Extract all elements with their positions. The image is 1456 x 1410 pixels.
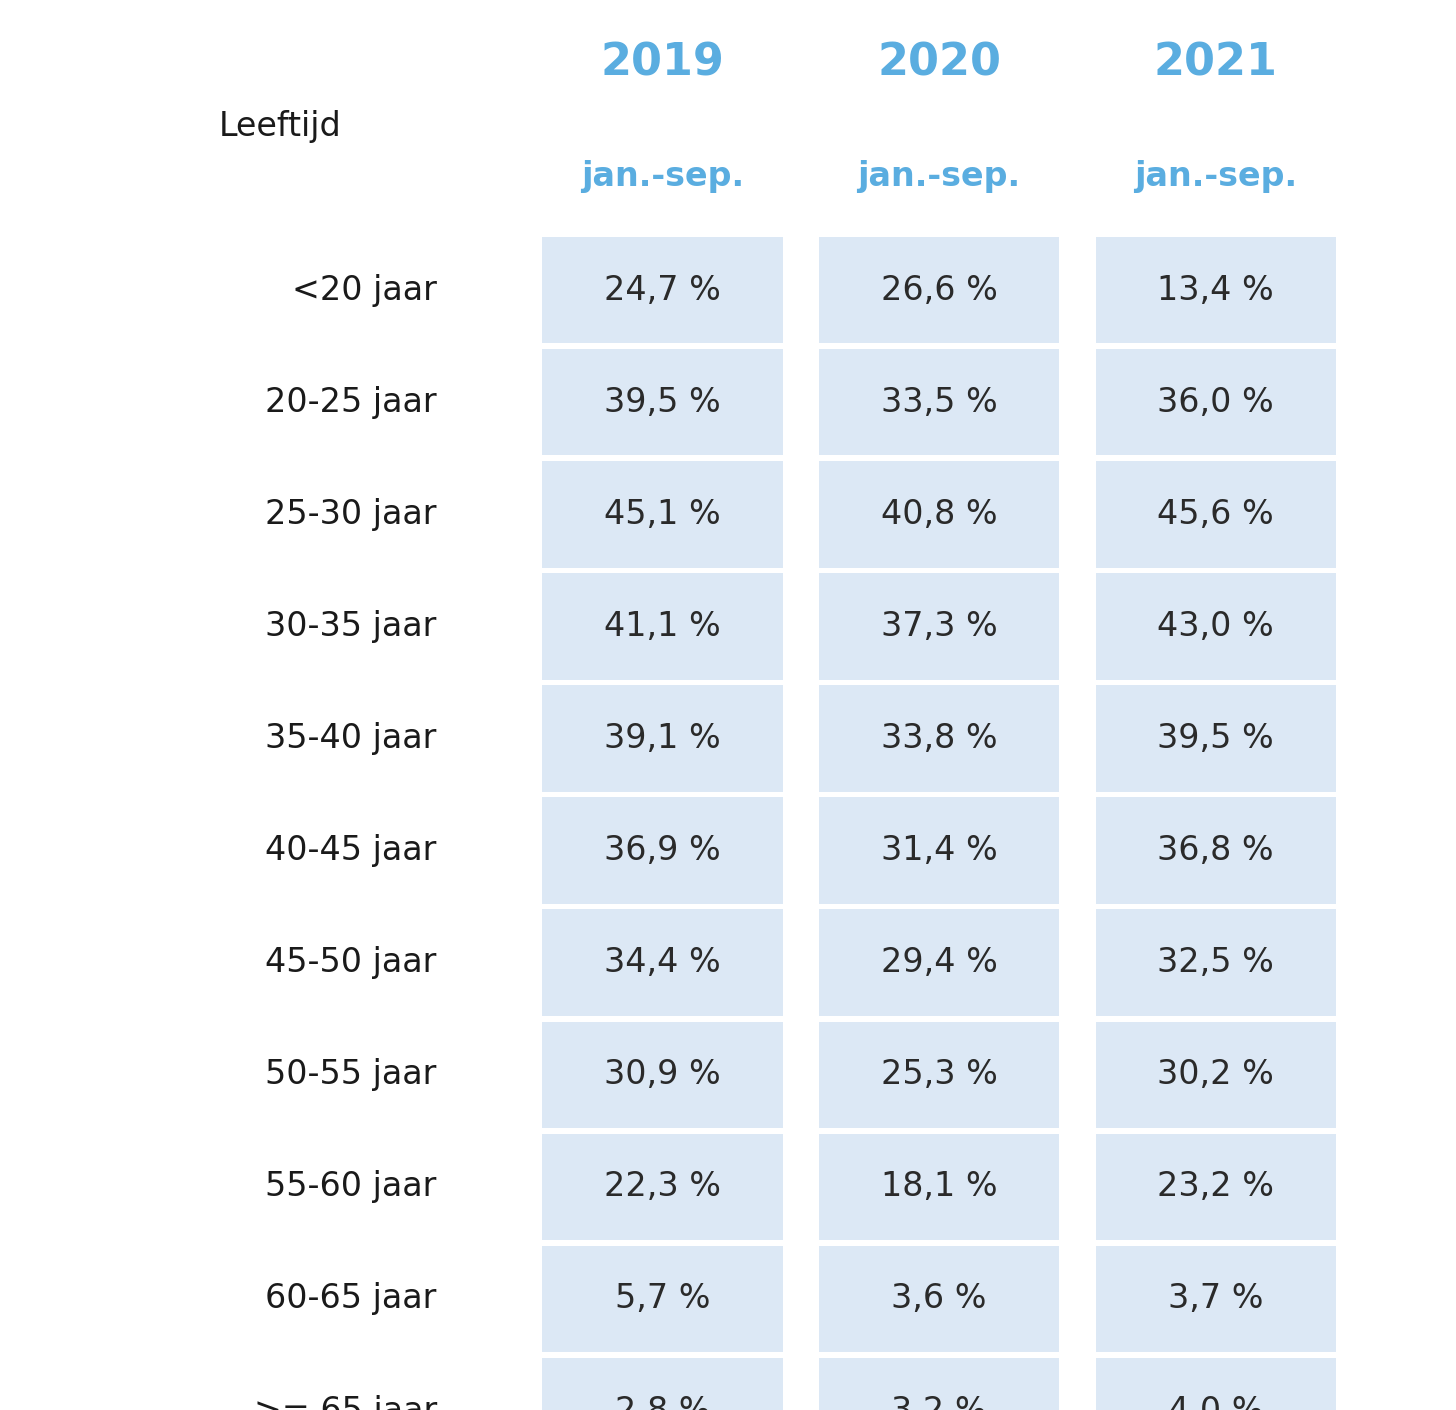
FancyBboxPatch shape — [1095, 798, 1337, 904]
Text: 45,6 %: 45,6 % — [1158, 498, 1274, 530]
Text: 2021: 2021 — [1153, 42, 1278, 85]
FancyBboxPatch shape — [818, 461, 1060, 567]
Text: 55-60 jaar: 55-60 jaar — [265, 1170, 437, 1203]
Text: 41,1 %: 41,1 % — [604, 611, 721, 643]
Text: jan.-sep.: jan.-sep. — [581, 159, 744, 193]
Text: 13,4 %: 13,4 % — [1158, 274, 1274, 306]
Text: 36,9 %: 36,9 % — [604, 835, 721, 867]
Text: jan.-sep.: jan.-sep. — [1134, 159, 1297, 193]
Text: 43,0 %: 43,0 % — [1158, 611, 1274, 643]
Text: 50-55 jaar: 50-55 jaar — [265, 1059, 437, 1091]
Text: 30,9 %: 30,9 % — [604, 1059, 721, 1091]
FancyBboxPatch shape — [1095, 237, 1337, 343]
FancyBboxPatch shape — [818, 909, 1060, 1015]
Text: 32,5 %: 32,5 % — [1158, 946, 1274, 979]
Text: 35-40 jaar: 35-40 jaar — [265, 722, 437, 754]
Text: 40,8 %: 40,8 % — [881, 498, 997, 530]
FancyBboxPatch shape — [543, 572, 783, 680]
Text: 45,1 %: 45,1 % — [604, 498, 721, 530]
Text: 39,1 %: 39,1 % — [604, 722, 721, 754]
FancyBboxPatch shape — [818, 1134, 1060, 1241]
Text: 31,4 %: 31,4 % — [881, 835, 997, 867]
FancyBboxPatch shape — [543, 237, 783, 343]
FancyBboxPatch shape — [818, 572, 1060, 680]
Text: 25,3 %: 25,3 % — [881, 1059, 997, 1091]
Text: 39,5 %: 39,5 % — [1158, 722, 1274, 754]
FancyBboxPatch shape — [543, 1021, 783, 1128]
Text: jan.-sep.: jan.-sep. — [858, 159, 1021, 193]
FancyBboxPatch shape — [1095, 1134, 1337, 1241]
Text: 33,5 %: 33,5 % — [881, 386, 997, 419]
FancyBboxPatch shape — [543, 1246, 783, 1352]
Text: Leeftijd: Leeftijd — [218, 110, 341, 144]
FancyBboxPatch shape — [1095, 461, 1337, 567]
FancyBboxPatch shape — [818, 1358, 1060, 1410]
FancyBboxPatch shape — [543, 1358, 783, 1410]
Text: <20 jaar: <20 jaar — [291, 274, 437, 306]
Text: 40-45 jaar: 40-45 jaar — [265, 835, 437, 867]
Text: 30-35 jaar: 30-35 jaar — [265, 611, 437, 643]
FancyBboxPatch shape — [1095, 1358, 1337, 1410]
Text: 3,7 %: 3,7 % — [1168, 1283, 1264, 1316]
Text: 45-50 jaar: 45-50 jaar — [265, 946, 437, 979]
Text: 3,2 %: 3,2 % — [891, 1394, 987, 1410]
Text: 2,8 %: 2,8 % — [614, 1394, 711, 1410]
FancyBboxPatch shape — [1095, 685, 1337, 792]
FancyBboxPatch shape — [543, 798, 783, 904]
FancyBboxPatch shape — [1095, 572, 1337, 680]
FancyBboxPatch shape — [543, 909, 783, 1015]
Text: 30,2 %: 30,2 % — [1158, 1059, 1274, 1091]
Text: 37,3 %: 37,3 % — [881, 611, 997, 643]
Text: 24,7 %: 24,7 % — [604, 274, 721, 306]
Text: 36,0 %: 36,0 % — [1158, 386, 1274, 419]
Text: 2020: 2020 — [877, 42, 1002, 85]
FancyBboxPatch shape — [818, 685, 1060, 792]
Text: 3,6 %: 3,6 % — [891, 1283, 987, 1316]
Text: 26,6 %: 26,6 % — [881, 274, 997, 306]
Text: 5,7 %: 5,7 % — [614, 1283, 711, 1316]
Text: 22,3 %: 22,3 % — [604, 1170, 721, 1203]
FancyBboxPatch shape — [818, 1021, 1060, 1128]
FancyBboxPatch shape — [818, 798, 1060, 904]
Text: 33,8 %: 33,8 % — [881, 722, 997, 754]
Text: 4,0 %: 4,0 % — [1168, 1394, 1264, 1410]
FancyBboxPatch shape — [1095, 350, 1337, 455]
Text: 25-30 jaar: 25-30 jaar — [265, 498, 437, 530]
Text: 39,5 %: 39,5 % — [604, 386, 721, 419]
FancyBboxPatch shape — [1095, 909, 1337, 1015]
Text: 2019: 2019 — [600, 42, 725, 85]
Text: 23,2 %: 23,2 % — [1158, 1170, 1274, 1203]
Text: 29,4 %: 29,4 % — [881, 946, 997, 979]
FancyBboxPatch shape — [543, 1134, 783, 1241]
Text: 18,1 %: 18,1 % — [881, 1170, 997, 1203]
Text: 36,8 %: 36,8 % — [1158, 835, 1274, 867]
Text: 20-25 jaar: 20-25 jaar — [265, 386, 437, 419]
FancyBboxPatch shape — [818, 350, 1060, 455]
Text: >= 65 jaar: >= 65 jaar — [253, 1394, 437, 1410]
FancyBboxPatch shape — [1095, 1246, 1337, 1352]
FancyBboxPatch shape — [818, 1246, 1060, 1352]
Text: 60-65 jaar: 60-65 jaar — [265, 1283, 437, 1316]
FancyBboxPatch shape — [543, 685, 783, 792]
Text: 34,4 %: 34,4 % — [604, 946, 721, 979]
FancyBboxPatch shape — [543, 350, 783, 455]
FancyBboxPatch shape — [543, 461, 783, 567]
FancyBboxPatch shape — [818, 237, 1060, 343]
FancyBboxPatch shape — [1095, 1021, 1337, 1128]
